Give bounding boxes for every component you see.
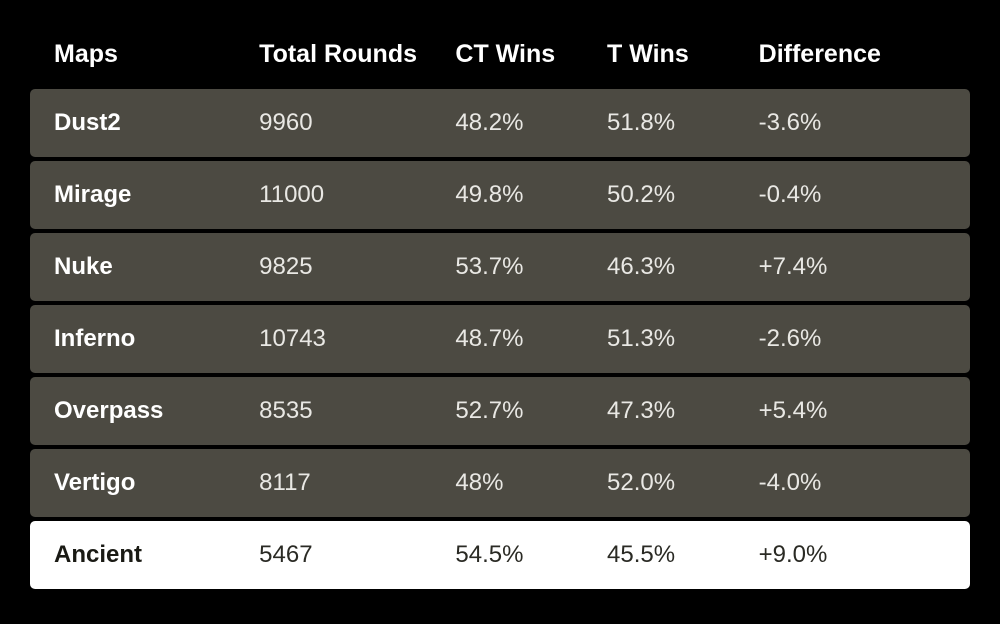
column-header-ct-wins: CT Wins bbox=[455, 40, 607, 69]
cell-t-wins: 46.3% bbox=[607, 253, 759, 281]
table-row: Dust2 9960 48.2% 51.8% -3.6% bbox=[30, 89, 970, 157]
column-header-difference: Difference bbox=[759, 40, 946, 69]
cell-ct-wins: 48% bbox=[455, 469, 607, 497]
cell-t-wins: 50.2% bbox=[607, 181, 759, 209]
cell-ct-wins: 54.5% bbox=[455, 541, 607, 569]
table-row: Mirage 11000 49.8% 50.2% -0.4% bbox=[30, 161, 970, 229]
cell-ct-wins: 48.7% bbox=[455, 325, 607, 353]
column-header-t-wins: T Wins bbox=[607, 40, 759, 69]
cell-ct-wins: 53.7% bbox=[455, 253, 607, 281]
table-row: Inferno 10743 48.7% 51.3% -2.6% bbox=[30, 305, 970, 373]
cell-ct-wins: 52.7% bbox=[455, 397, 607, 425]
cell-ct-wins: 49.8% bbox=[455, 181, 607, 209]
cell-map-name: Overpass bbox=[54, 397, 259, 425]
cell-ct-wins: 48.2% bbox=[455, 109, 607, 137]
maps-stats-table: Maps Total Rounds CT Wins T Wins Differe… bbox=[30, 22, 970, 589]
cell-map-name: Vertigo bbox=[54, 469, 259, 497]
cell-difference: +7.4% bbox=[759, 253, 946, 281]
cell-t-wins: 51.3% bbox=[607, 325, 759, 353]
cell-difference: +5.4% bbox=[759, 397, 946, 425]
table-header-row: Maps Total Rounds CT Wins T Wins Differe… bbox=[30, 22, 970, 89]
cell-map-name: Mirage bbox=[54, 181, 259, 209]
cell-map-name: Dust2 bbox=[54, 109, 259, 137]
cell-map-name: Inferno bbox=[54, 325, 259, 353]
column-header-maps: Maps bbox=[54, 40, 259, 69]
cell-map-name: Nuke bbox=[54, 253, 259, 281]
cell-total-rounds: 8117 bbox=[259, 469, 455, 497]
cell-difference: +9.0% bbox=[759, 541, 946, 569]
cell-total-rounds: 9825 bbox=[259, 253, 455, 281]
cell-difference: -2.6% bbox=[759, 325, 946, 353]
table-row-highlighted: Ancient 5467 54.5% 45.5% +9.0% bbox=[30, 521, 970, 589]
cell-t-wins: 51.8% bbox=[607, 109, 759, 137]
cell-total-rounds: 8535 bbox=[259, 397, 455, 425]
cell-t-wins: 52.0% bbox=[607, 469, 759, 497]
cell-difference: -4.0% bbox=[759, 469, 946, 497]
cell-t-wins: 45.5% bbox=[607, 541, 759, 569]
table-row: Vertigo 8117 48% 52.0% -4.0% bbox=[30, 449, 970, 517]
table-row: Nuke 9825 53.7% 46.3% +7.4% bbox=[30, 233, 970, 301]
cell-total-rounds: 10743 bbox=[259, 325, 455, 353]
cell-total-rounds: 11000 bbox=[259, 181, 455, 209]
cell-total-rounds: 9960 bbox=[259, 109, 455, 137]
cell-difference: -3.6% bbox=[759, 109, 946, 137]
table-row: Overpass 8535 52.7% 47.3% +5.4% bbox=[30, 377, 970, 445]
column-header-total-rounds: Total Rounds bbox=[259, 40, 455, 69]
cell-t-wins: 47.3% bbox=[607, 397, 759, 425]
cell-map-name: Ancient bbox=[54, 541, 259, 569]
cell-difference: -0.4% bbox=[759, 181, 946, 209]
cell-total-rounds: 5467 bbox=[259, 541, 455, 569]
